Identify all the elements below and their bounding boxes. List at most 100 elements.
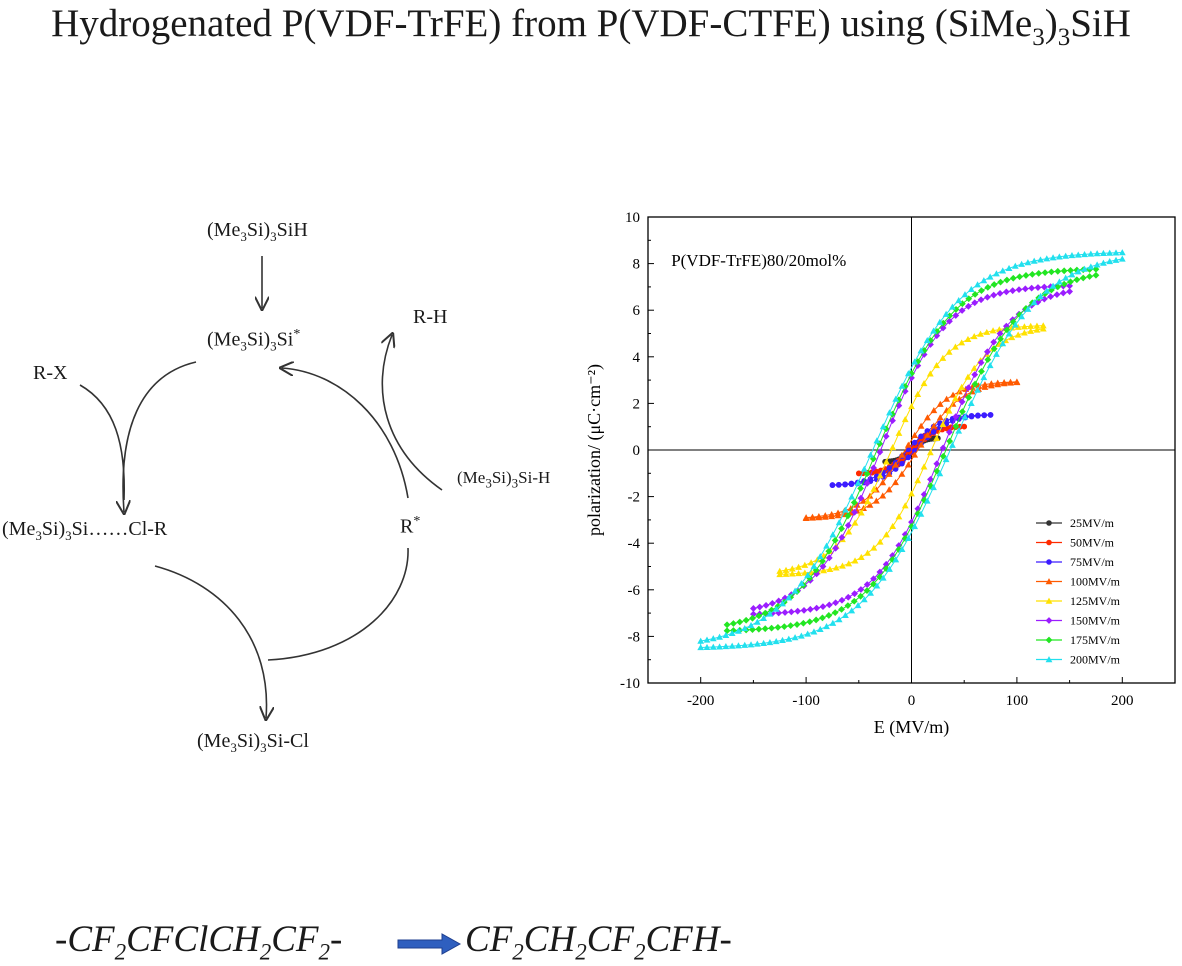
data-point bbox=[1045, 597, 1053, 604]
data-point bbox=[876, 538, 884, 545]
data-point bbox=[1100, 249, 1107, 256]
data-point bbox=[904, 461, 912, 468]
data-point bbox=[971, 299, 979, 307]
data-point bbox=[697, 644, 705, 651]
data-point bbox=[806, 605, 814, 613]
data-point bbox=[911, 451, 919, 458]
data-point bbox=[970, 364, 978, 371]
data-point bbox=[1014, 331, 1022, 338]
data-point bbox=[835, 482, 842, 488]
x-tick-label: 100 bbox=[1006, 693, 1029, 709]
data-point bbox=[1013, 379, 1021, 386]
data-point bbox=[970, 332, 978, 340]
data-point bbox=[927, 482, 934, 490]
data-point bbox=[939, 420, 947, 428]
data-point bbox=[927, 475, 934, 483]
data-point bbox=[866, 501, 874, 508]
data-point bbox=[943, 425, 950, 432]
data-point bbox=[892, 556, 900, 563]
data-point bbox=[876, 568, 884, 576]
data-point bbox=[825, 612, 833, 619]
data-point bbox=[920, 380, 928, 387]
data-point bbox=[945, 348, 953, 355]
data-point bbox=[1015, 286, 1023, 294]
data-point bbox=[1053, 291, 1061, 299]
data-point bbox=[848, 607, 856, 614]
data-point bbox=[816, 553, 824, 560]
data-point bbox=[997, 335, 1004, 343]
data-point bbox=[974, 386, 981, 393]
data-point bbox=[810, 562, 818, 569]
page-title: Hydrogenated P(VDF-TrFE) from P(VDF-CTFE… bbox=[51, 2, 1131, 51]
data-point bbox=[851, 590, 858, 598]
data-point bbox=[832, 564, 840, 571]
data-point bbox=[892, 461, 899, 468]
data-point bbox=[977, 296, 985, 304]
legend-label: 50MV/m bbox=[1070, 536, 1115, 550]
data-point bbox=[1059, 289, 1067, 297]
data-point bbox=[750, 605, 757, 612]
data-point bbox=[860, 596, 868, 603]
data-point bbox=[911, 358, 919, 365]
data-point bbox=[780, 623, 788, 630]
data-point bbox=[766, 610, 774, 617]
data-point bbox=[1062, 274, 1070, 281]
data-point bbox=[785, 635, 793, 642]
data-point bbox=[936, 414, 944, 421]
data-point bbox=[722, 643, 730, 650]
data-point bbox=[965, 384, 972, 392]
data-point bbox=[933, 434, 940, 441]
data-point bbox=[1043, 287, 1051, 294]
data-point bbox=[787, 608, 795, 616]
data-point bbox=[1035, 270, 1043, 277]
data-point bbox=[1016, 273, 1024, 281]
data-point bbox=[1037, 292, 1044, 300]
data-point bbox=[999, 340, 1007, 347]
data-point bbox=[936, 470, 944, 477]
data-point bbox=[804, 571, 812, 578]
data-point bbox=[879, 492, 887, 499]
data-point bbox=[815, 514, 823, 521]
data-point bbox=[829, 531, 837, 538]
data-point bbox=[1027, 327, 1035, 334]
data-point bbox=[823, 542, 830, 549]
data-point bbox=[967, 285, 975, 293]
data-point bbox=[741, 641, 749, 648]
data-point bbox=[722, 631, 730, 638]
data-point bbox=[1066, 288, 1073, 295]
data-point bbox=[968, 413, 975, 420]
data-point bbox=[863, 479, 871, 487]
data-point bbox=[847, 504, 855, 512]
data-point bbox=[838, 525, 845, 532]
data-point bbox=[918, 433, 924, 440]
data-point bbox=[984, 283, 992, 291]
legend-label: 125MV/m bbox=[1070, 594, 1121, 608]
data-point bbox=[904, 441, 912, 448]
silyl-radical-label: (Me3Si)3Si* bbox=[207, 327, 301, 354]
data-point bbox=[939, 452, 947, 460]
data-point bbox=[825, 554, 833, 562]
data-point bbox=[788, 565, 796, 572]
data-point bbox=[876, 472, 884, 479]
data-point bbox=[911, 523, 919, 530]
data-point bbox=[1000, 380, 1008, 387]
data-point bbox=[779, 600, 786, 607]
data-point bbox=[1087, 250, 1095, 257]
data-point bbox=[939, 324, 947, 332]
data-point bbox=[760, 639, 768, 646]
r-radical-label: R* bbox=[400, 514, 421, 538]
data-point bbox=[885, 486, 893, 493]
data-point bbox=[984, 356, 992, 364]
data-point bbox=[999, 267, 1007, 274]
data-point bbox=[898, 382, 906, 389]
data-point bbox=[914, 358, 922, 365]
reagent-top-label: (Me3Si)3SiH bbox=[207, 219, 308, 244]
data-point bbox=[848, 481, 855, 488]
data-point bbox=[735, 642, 742, 649]
hysteresis-chart: -200 -100 0 100 200 -10 -8 -6 -4 -2 0 2 4 6 8 10 E (MV/m… bbox=[584, 210, 1176, 738]
data-point bbox=[883, 458, 890, 465]
data-point bbox=[844, 602, 852, 610]
data-point bbox=[1100, 259, 1107, 266]
data-point bbox=[990, 345, 998, 353]
data-point bbox=[838, 605, 845, 613]
